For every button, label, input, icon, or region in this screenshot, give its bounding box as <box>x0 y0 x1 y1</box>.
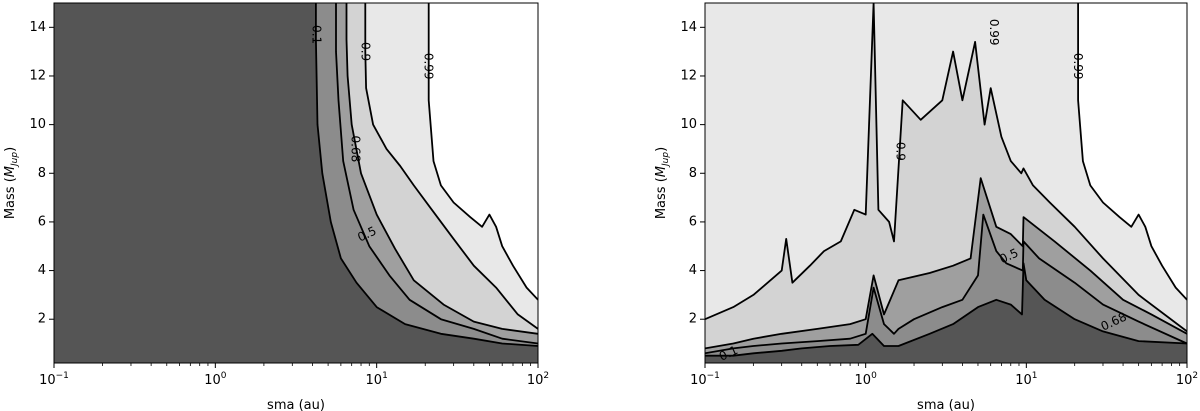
region-below-0.1 <box>54 3 538 363</box>
contour-line-0.68 <box>705 177 1187 350</box>
contour-label-group: 0.99 <box>987 19 1001 46</box>
y-tick-label: 4 <box>38 263 46 278</box>
x-tick-label: 10−1 <box>39 371 69 388</box>
y-tick-label: 2 <box>689 312 697 327</box>
y-tick-label: 2 <box>38 312 46 327</box>
contour-label-group: 0.99 <box>422 53 436 80</box>
contour-label: 0.99 <box>1071 53 1085 80</box>
y-tick-label: 8 <box>38 166 46 181</box>
y-tick-label: 12 <box>29 68 46 83</box>
contour-line-0.9 <box>364 3 538 330</box>
x-tick-label: 100 <box>855 371 878 388</box>
contour-label-group: 0.9 <box>358 42 372 61</box>
contour-line-0.5 <box>335 3 538 345</box>
contour-label-group: 0.68 <box>349 136 363 163</box>
contour-label-group: 0.1 <box>310 25 324 44</box>
x-tick-label: 101 <box>1015 371 1037 388</box>
contour-label: 0.99 <box>422 53 436 80</box>
x-tick-label: 100 <box>204 371 227 388</box>
y-tick-label: 4 <box>689 263 697 278</box>
x-tick-label: 101 <box>366 371 388 388</box>
contour-line-0.68 <box>345 3 538 335</box>
contour-label: 0.9 <box>358 42 372 61</box>
chart-panel-1: 0.10.90.990.680.510−1 100 101 1022468101214… <box>3 2 549 411</box>
contour-line-0.99 <box>1077 3 1187 301</box>
plot-area: 0.10.90.990.990.50.68 <box>705 3 1187 364</box>
plot-area: 0.10.90.990.680.5 <box>54 3 538 363</box>
contour-line-0.99 <box>427 3 538 301</box>
x-axis-label: sma (au) <box>917 398 975 411</box>
axes-frame <box>704 2 1188 364</box>
contour-label-group: 0.1 <box>717 343 740 364</box>
contour-line-0.1 <box>315 3 538 347</box>
contour-line-0.1 <box>705 262 1187 357</box>
y-tick-label: 6 <box>689 214 697 229</box>
y-tick-label: 8 <box>689 166 697 181</box>
contour-label: 0.1 <box>310 25 324 44</box>
region-below-0.1 <box>705 263 1187 363</box>
y-tick-label: 14 <box>680 20 697 35</box>
y-tick-label: 10 <box>29 117 46 132</box>
y-tick-label: 12 <box>680 68 697 83</box>
x-tick-label: 102 <box>527 371 549 388</box>
y-tick-label: 14 <box>29 20 46 35</box>
y-axis-label: Mass (MJup) <box>3 147 20 219</box>
x-tick-label: 102 <box>1176 371 1198 388</box>
y-tick-label: 6 <box>38 214 46 229</box>
x-tick-label: 10−1 <box>690 371 720 388</box>
contour-label: 0.68 <box>349 136 363 163</box>
contour-line-0.9 <box>705 3 1187 333</box>
contour-label: 0.9 <box>894 142 908 161</box>
contour-label: 0.1 <box>717 343 740 364</box>
contour-label: 0.99 <box>987 19 1001 46</box>
y-axis-label: Mass (MJup) <box>654 147 671 219</box>
x-axis-label: sma (au) <box>267 398 325 411</box>
y-tick-label: 10 <box>680 117 697 132</box>
axes-frame <box>53 2 539 364</box>
contour-line-0.5 <box>705 213 1187 355</box>
contour-label-group: 0.99 <box>1071 53 1085 80</box>
contour-label-group: 0.9 <box>894 142 908 161</box>
